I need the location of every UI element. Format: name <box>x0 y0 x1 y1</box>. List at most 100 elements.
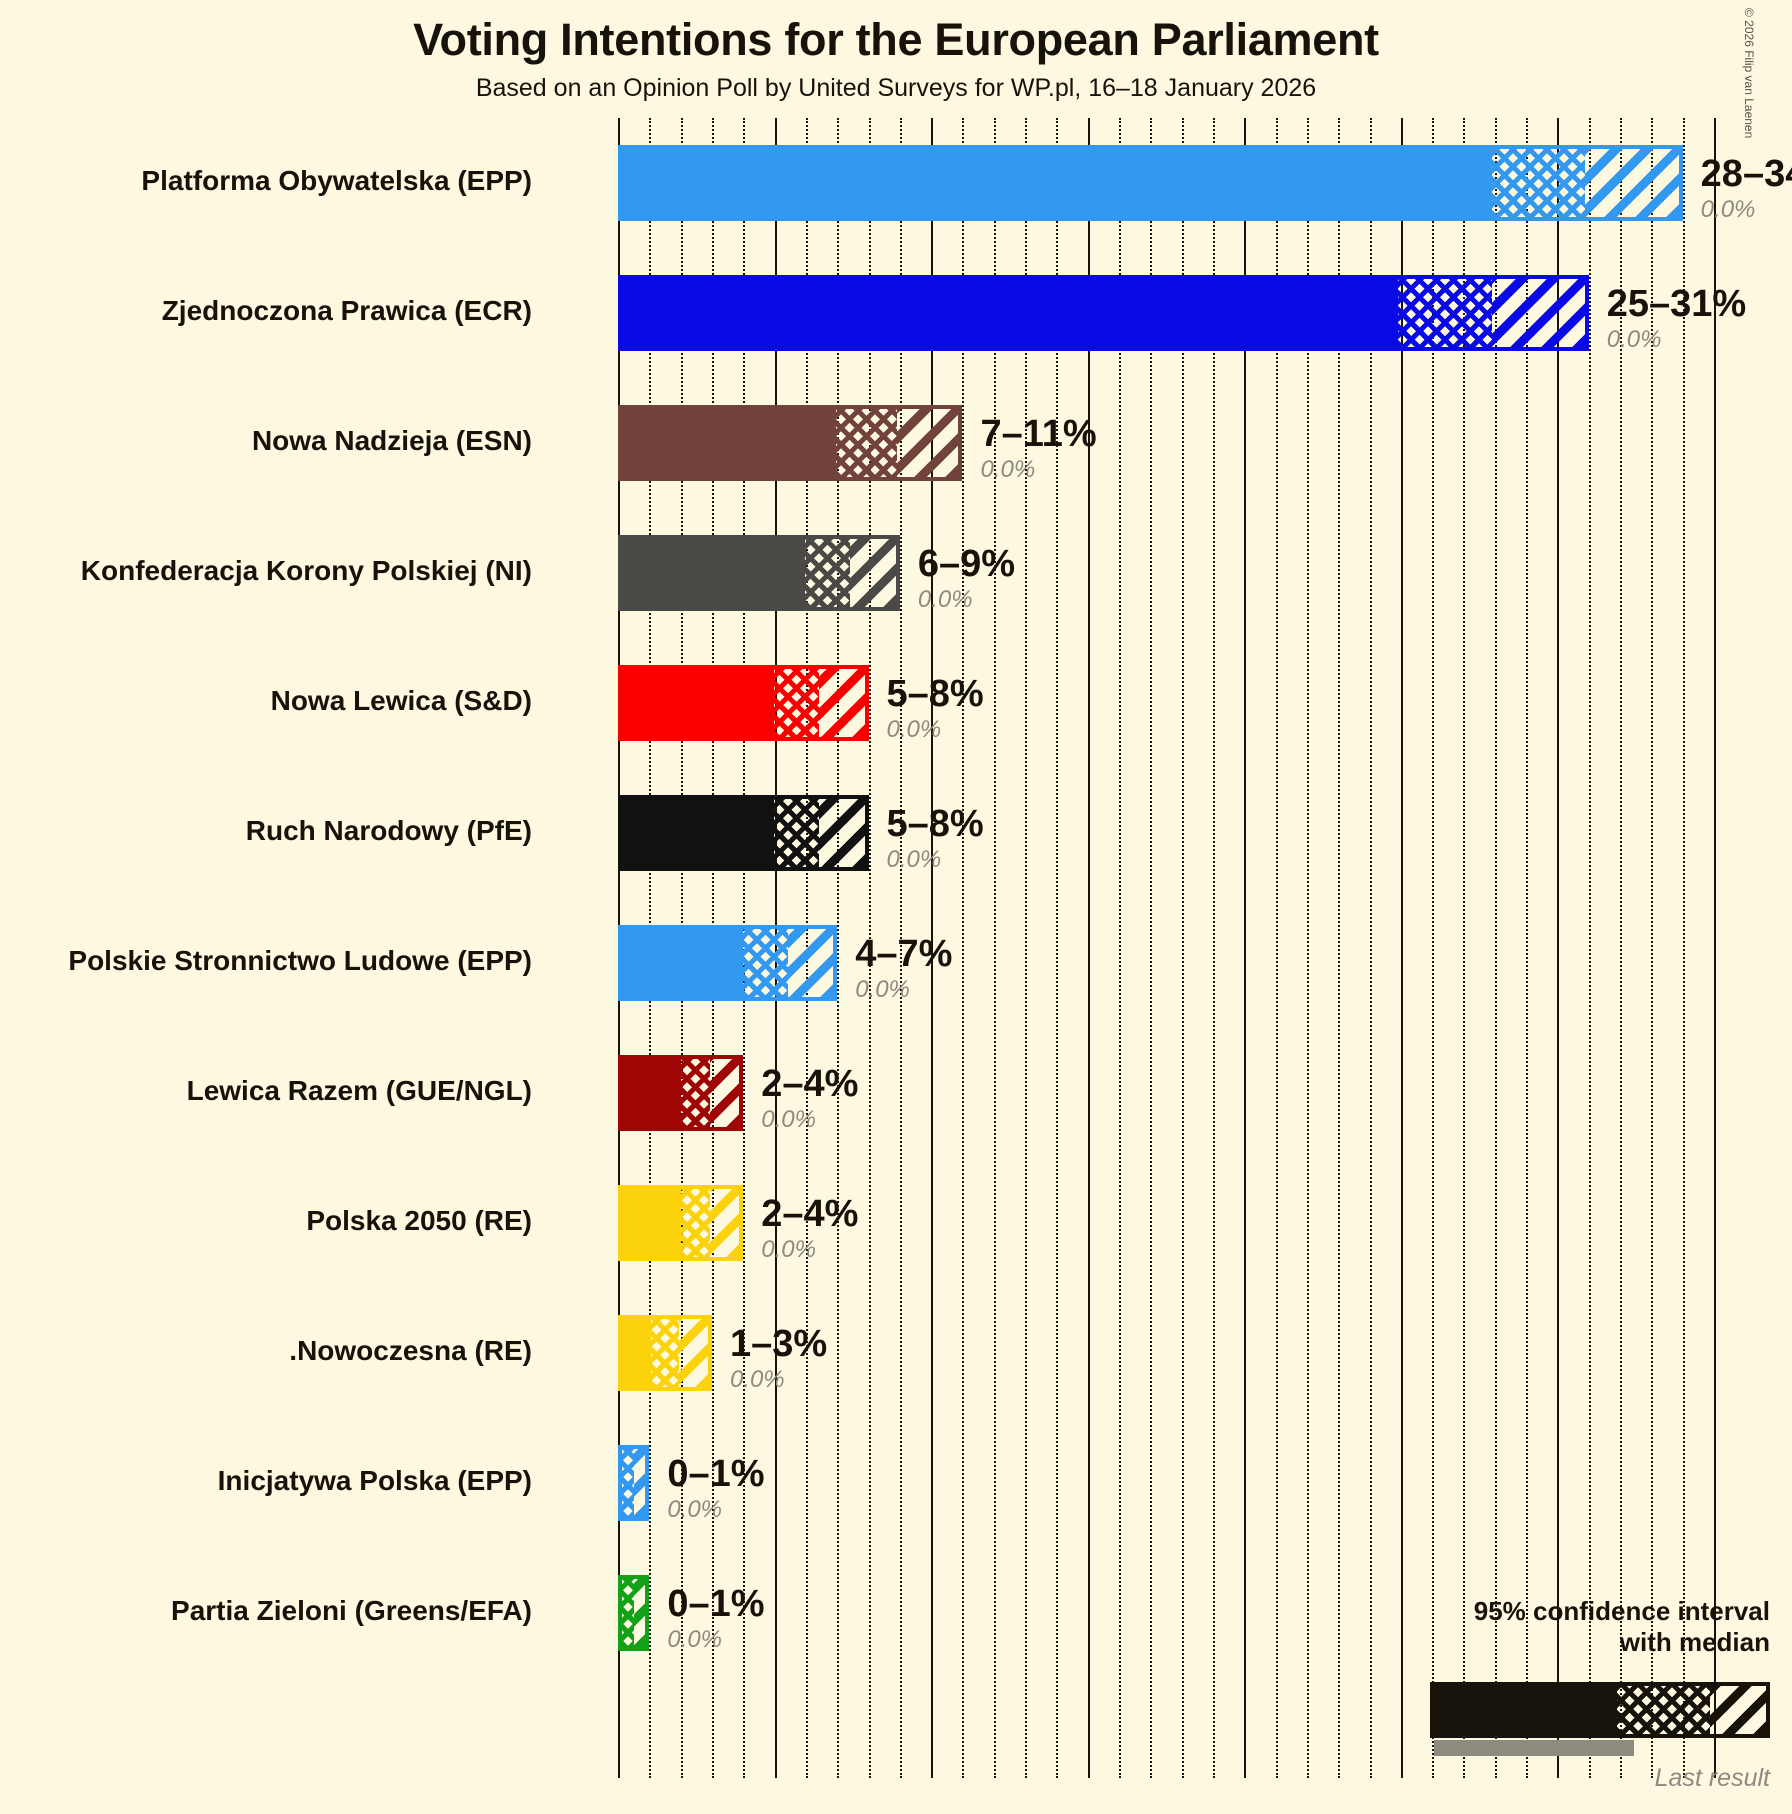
value-label-group: 7–11% 0.0% <box>980 415 1096 482</box>
confidence-interval-value: 0–1% <box>667 1583 765 1625</box>
party-label: Nowa Nadzieja (ESN) <box>251 425 532 456</box>
value-label-group: 2–4% 0.0% <box>761 1195 858 1262</box>
bar-segment-crosshatch <box>1492 149 1586 217</box>
legend-title-line2: with median <box>1619 1626 1770 1657</box>
bar-row: Zjednoczona Prawica (ECR) 25–31% 0.0% <box>162 248 1746 378</box>
bar-body <box>618 665 869 741</box>
legend-segment-crosshatch <box>1616 1686 1710 1734</box>
bar-segment-diagonal <box>1491 279 1585 347</box>
confidence-interval-value: 2–4% <box>761 1193 859 1235</box>
legend-segment-diagonal <box>1709 1686 1766 1734</box>
legend-segment-solid <box>1434 1686 1617 1734</box>
bar-segment-crosshatch <box>742 929 788 997</box>
confidence-interval-bar[interactable] <box>618 1445 650 1521</box>
legend: 95% confidence interval with median Last… <box>1280 1596 1780 1792</box>
confidence-interval-bar[interactable] <box>618 275 1589 351</box>
bar-segment-diagonal <box>709 1059 740 1127</box>
bar-segment-solid <box>622 149 1493 217</box>
last-result-value: 0.0% <box>917 586 973 613</box>
confidence-interval-value: 7–11% <box>980 413 1097 455</box>
confidence-interval-value: 0–1% <box>667 1453 765 1495</box>
last-result-value: 0.0% <box>1606 326 1662 353</box>
bar-row: Partia Zieloni (Greens/EFA) 0–1% 0.0% <box>171 1548 1714 1678</box>
plot-area: Platforma Obywatelska (EPP)28–34%0.0%Zje… <box>68 118 1792 1778</box>
value-label-group: 28–34%0.0% <box>1701 155 1792 222</box>
bar-segment-diagonal <box>709 1189 740 1257</box>
last-result-value: 0.0% <box>667 1496 723 1523</box>
bar-segment-crosshatch <box>773 669 820 737</box>
last-result-value: 0.0% <box>761 1236 816 1263</box>
bar-body <box>618 1445 650 1521</box>
confidence-interval-value: 25–31% <box>1606 283 1747 325</box>
confidence-interval-bar[interactable] <box>618 795 869 871</box>
value-label-group: 25–31% 0.0% <box>1607 285 1746 352</box>
bar-body <box>618 535 900 611</box>
confidence-interval-bar[interactable] <box>618 405 963 481</box>
bar-segment-diagonal <box>897 409 959 477</box>
bar-segment-solid <box>622 929 743 997</box>
last-result-value: 0.0% <box>855 976 910 1003</box>
bar-segment-crosshatch <box>773 799 820 867</box>
last-result-value: 0.0% <box>761 1106 816 1133</box>
confidence-interval-value: 1–3% <box>729 1323 828 1365</box>
bar-segment-diagonal <box>819 669 865 737</box>
party-label: Zjednoczona Prawica (ECR) <box>161 295 532 326</box>
confidence-interval-value: 2–4% <box>761 1063 859 1105</box>
bar-segment-crosshatch <box>680 1189 710 1257</box>
confidence-interval-bar[interactable] <box>618 1185 744 1261</box>
bar-segment-diagonal <box>633 1579 646 1647</box>
bar-segment-solid <box>622 669 774 737</box>
confidence-interval-bar[interactable] <box>618 145 1683 221</box>
bar-segment-solid <box>622 1059 681 1127</box>
confidence-interval-bar[interactable] <box>618 535 900 611</box>
party-label: .Nowoczesna (RE) <box>289 1335 532 1366</box>
bar-body <box>618 1055 744 1131</box>
confidence-interval-value: 5–8% <box>886 673 984 715</box>
legend-last-result-label: Last result <box>1654 1764 1770 1792</box>
confidence-interval-bar[interactable] <box>618 1575 650 1651</box>
party-label: Inicjatywa Polska (EPP) <box>217 1465 532 1496</box>
bar-segment-solid <box>622 279 1399 347</box>
last-result-value: 0.0% <box>980 456 1036 483</box>
last-result-value: 0.0% <box>1700 196 1756 223</box>
bar-row: Ruch Narodowy (PfE) 5–8% 0.0% <box>246 768 1714 898</box>
value-label-group: 6–9% 0.0% <box>918 545 1015 612</box>
bar-row: Lewica Razem (GUE/NGL) 2–4% 0.0% <box>187 1028 1714 1158</box>
bar-segment-solid <box>622 1319 651 1387</box>
bar-row: Nowa Nadzieja (ESN) 7–11% 0.0% <box>252 378 1714 508</box>
bar-segment-diagonal <box>679 1319 708 1387</box>
confidence-interval-bar[interactable] <box>618 1055 744 1131</box>
party-label: Konfederacja Korony Polskiej (NI) <box>80 555 532 586</box>
legend-last-result-swatch <box>1434 1740 1634 1756</box>
bar-segment-crosshatch <box>804 539 851 607</box>
last-result-value: 0.0% <box>886 716 942 743</box>
confidence-interval-bar[interactable] <box>618 925 838 1001</box>
party-label: Nowa Lewica (S&D) <box>270 685 532 716</box>
bar-segment-diagonal <box>787 929 834 997</box>
bar-segment-diagonal <box>819 799 865 867</box>
last-result-value: 0.0% <box>667 1626 723 1653</box>
bar-segment-diagonal <box>1585 149 1679 217</box>
gridline-major <box>1714 118 1716 1778</box>
bar-segment-solid <box>622 1189 681 1257</box>
bar-body <box>618 1315 712 1391</box>
bar-segment-diagonal <box>850 539 896 607</box>
value-label-group: 2–4% 0.0% <box>761 1065 858 1132</box>
bar-body <box>618 795 869 871</box>
party-label: Ruch Narodowy (PfE) <box>245 815 532 846</box>
bar-segment-diagonal <box>633 1449 646 1517</box>
last-result-value: 0.0% <box>729 1366 785 1393</box>
bar-row: .Nowoczesna (RE) 1–3% 0.0% <box>289 1288 1714 1418</box>
value-label-group: 5–8% 0.0% <box>887 805 984 872</box>
party-label: Lewica Razem (GUE/NGL) <box>186 1075 532 1106</box>
bar-body <box>618 275 1589 351</box>
bar-segment-crosshatch <box>680 1059 710 1127</box>
confidence-interval-bar[interactable] <box>618 665 869 741</box>
bar-row: Inicjatywa Polska (EPP) 0–1% 0.0% <box>218 1418 1714 1548</box>
value-label-group: 5–8% 0.0% <box>887 675 984 742</box>
confidence-interval-value: 6–9% <box>917 543 1016 585</box>
confidence-interval-value: 4–7% <box>855 933 953 975</box>
bar-row: Nowa Lewica (S&D) 5–8% 0.0% <box>271 638 1714 768</box>
confidence-interval-bar[interactable] <box>618 1315 712 1391</box>
